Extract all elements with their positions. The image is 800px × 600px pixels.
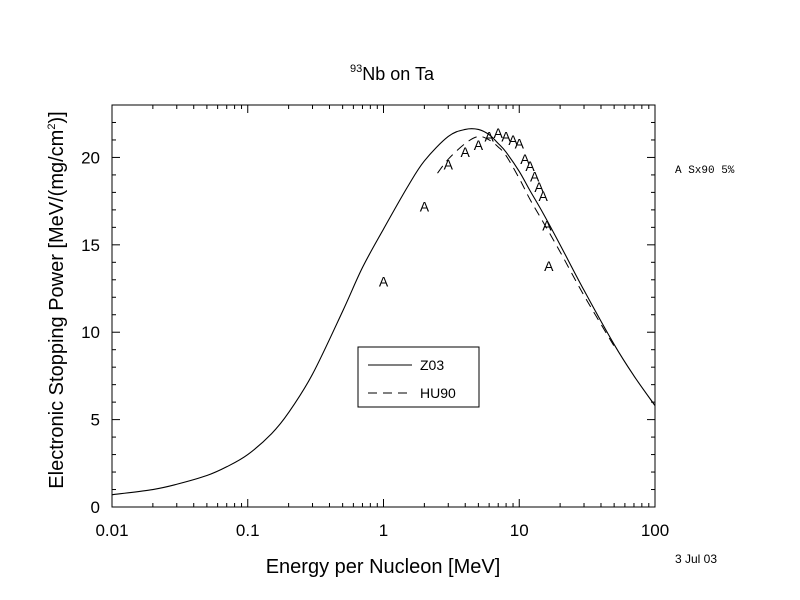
legend-box — [357, 346, 480, 408]
legend-z03-label: Z03 — [420, 357, 444, 373]
x-tick-labels: 0.01 0.1 1 10 100 — [95, 521, 669, 540]
y-axis-title: Electronic Stopping Power [MeV/(mg/cm2)] — [46, 111, 68, 488]
x-axis-title: Energy per Nucleon [MeV] — [266, 556, 501, 578]
experimental-point: A — [508, 132, 518, 148]
x-tick-label: 0.01 — [95, 521, 128, 540]
experimental-point: A — [538, 188, 548, 204]
experimental-point: A — [494, 125, 504, 141]
experimental-point: A — [515, 135, 525, 151]
experimental-point: A — [444, 156, 454, 172]
series-hu90-line — [437, 135, 615, 347]
y-tick-label: 20 — [81, 148, 100, 167]
experimental-point: A — [501, 128, 511, 144]
y-tick-label: 5 — [91, 411, 100, 430]
experimental-point: A — [461, 144, 471, 160]
x-tick-label: 100 — [641, 521, 669, 540]
axis-ticks — [111, 105, 656, 508]
legend: Z03 HU90 — [357, 346, 480, 408]
chart-title-text: Nb on Ta — [362, 64, 435, 84]
y-axis-title-main: Electronic Stopping Power [MeV/(mg/cm — [46, 130, 68, 489]
experimental-point: A — [534, 179, 544, 195]
y-axis-title-tail: )] — [46, 111, 68, 123]
y-tick-label: 10 — [81, 323, 100, 342]
y-axis-title-superscript: 2 — [46, 124, 58, 130]
y-tick-label: 15 — [81, 236, 100, 255]
legend-hu90-label: HU90 — [420, 385, 456, 401]
experimental-point: A — [484, 128, 494, 144]
plot-frame — [111, 104, 656, 508]
x-tick-label: 0.1 — [236, 521, 260, 540]
experimental-point: A — [420, 198, 430, 214]
experimental-point: A — [542, 218, 552, 234]
experimental-point: A — [530, 169, 540, 185]
experimental-point: A — [520, 151, 530, 167]
y-tick-labels: 0 5 10 15 20 — [81, 148, 100, 517]
x-tick-label: 1 — [379, 521, 388, 540]
chart-title: 93Nb on Ta — [350, 63, 435, 84]
experimental-point: A — [474, 137, 484, 153]
y-tick-label: 0 — [91, 498, 100, 517]
series-z03-line — [111, 128, 656, 496]
experimental-point: A — [379, 274, 389, 290]
experimental-point: A — [525, 158, 535, 174]
x-tick-label: 10 — [510, 521, 529, 540]
chart-title-superscript: 93 — [350, 63, 362, 75]
experimental-point: A — [544, 258, 554, 274]
date-note: 3 Jul 03 — [675, 552, 717, 566]
experimental-data-note: A Sx90 5% — [675, 165, 735, 177]
